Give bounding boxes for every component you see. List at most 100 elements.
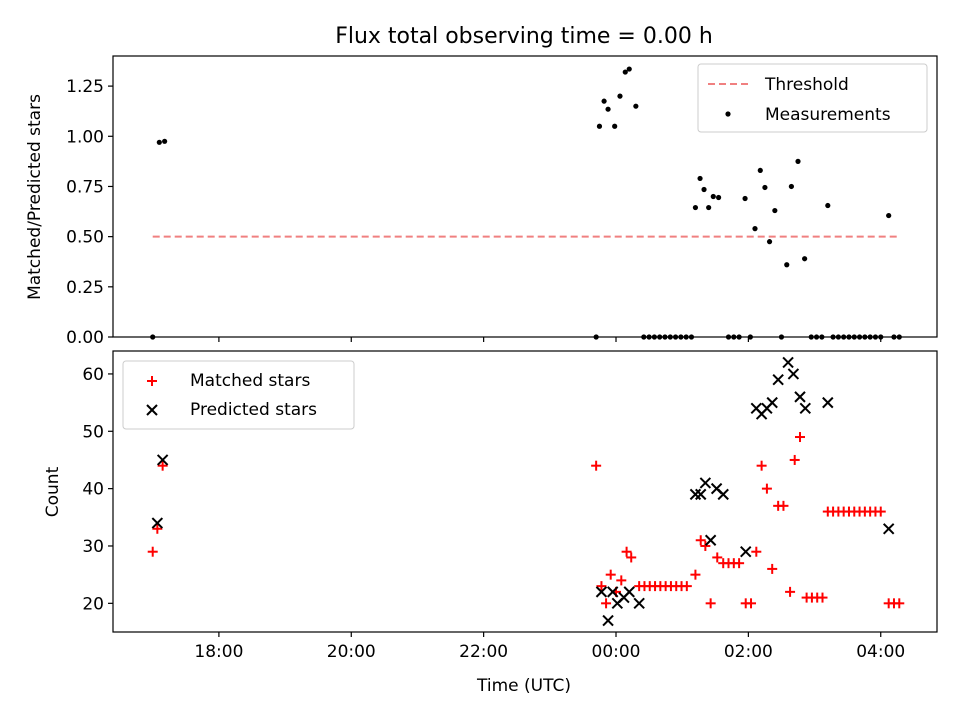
matched-star-point bbox=[157, 460, 168, 471]
measurement-point bbox=[788, 183, 794, 190]
matched-star-point bbox=[746, 598, 757, 609]
measurement-point bbox=[596, 123, 603, 129]
measurement-point bbox=[710, 193, 716, 200]
x-axis-label: Time (UTC) bbox=[476, 676, 571, 696]
predicted-star-point bbox=[766, 396, 778, 409]
measurement-point bbox=[784, 262, 790, 268]
predicted-star-point bbox=[787, 368, 800, 380]
axes-frame bbox=[112, 350, 938, 633]
measurement-point bbox=[605, 106, 611, 112]
predicted-star-point bbox=[717, 488, 729, 501]
y-tick-label: 20 bbox=[82, 594, 104, 614]
measurement-point bbox=[825, 202, 831, 209]
predicted-star-point bbox=[151, 517, 164, 529]
legend-measurements-label: Measurements bbox=[765, 105, 891, 125]
measurement-point bbox=[601, 98, 607, 104]
predicted-star-point bbox=[882, 523, 895, 535]
x-tick-label: 00:00 bbox=[592, 642, 641, 662]
legend-matched-plus-icon bbox=[147, 376, 157, 386]
measurement-point bbox=[802, 256, 808, 262]
y-tick-label: 0.25 bbox=[66, 278, 104, 298]
matched-star-point bbox=[712, 552, 723, 563]
legend-predicted-label: Predicted stars bbox=[190, 400, 317, 420]
matched-star-point bbox=[152, 523, 163, 534]
bottom-y-axis-label: Count bbox=[43, 466, 63, 517]
matched-star-point bbox=[681, 581, 692, 592]
y-tick-label: 0.00 bbox=[66, 328, 104, 348]
predicted-star-point bbox=[623, 586, 635, 598]
measurement-point bbox=[617, 93, 623, 99]
matched-star-point bbox=[778, 500, 789, 511]
measurement-point bbox=[706, 204, 712, 211]
matched-star-point bbox=[894, 598, 905, 609]
matched-star-point bbox=[767, 563, 778, 574]
x-tick-label: 04:00 bbox=[856, 642, 905, 662]
legend-matched-label: Matched stars bbox=[190, 371, 310, 391]
matched-star-point bbox=[690, 569, 701, 580]
matched-star-point bbox=[147, 546, 158, 557]
measurement-point bbox=[742, 195, 748, 202]
matched-star-point bbox=[700, 540, 711, 551]
measurement-point bbox=[886, 212, 892, 219]
measurement-point bbox=[795, 158, 801, 164]
measurement-point bbox=[633, 103, 639, 109]
predicted-star-point bbox=[704, 534, 717, 546]
x-tick-label: 02:00 bbox=[724, 642, 773, 662]
x-tick-label: 20:00 bbox=[327, 642, 376, 662]
measurement-point bbox=[701, 186, 707, 193]
measurement-point bbox=[156, 139, 162, 145]
measurement-point bbox=[692, 204, 699, 211]
measurement-point bbox=[622, 69, 628, 75]
matched-star-point bbox=[794, 432, 805, 443]
chart-title: Flux total observing time = 0.00 h bbox=[335, 24, 713, 49]
matched-star-point bbox=[751, 546, 762, 557]
bottom-legend: Matched stars Predicted stars bbox=[122, 360, 355, 430]
predicted-star-point bbox=[633, 597, 645, 610]
matched-star-point bbox=[591, 460, 602, 471]
y-tick-label: 0.50 bbox=[66, 228, 104, 248]
measurement-point bbox=[626, 66, 632, 72]
measurement-point bbox=[612, 123, 618, 129]
legend-threshold-label: Threshold bbox=[764, 75, 849, 95]
predicted-star-point bbox=[794, 391, 806, 403]
top-panel: 0.00 0.25 0.50 0.75 1.00 1.25 bbox=[66, 55, 938, 348]
predicted-star-point bbox=[595, 586, 608, 598]
measurement-point bbox=[766, 239, 773, 245]
predicted-star-point bbox=[695, 488, 707, 501]
matched-star-point bbox=[616, 575, 627, 586]
measurement-point bbox=[715, 194, 722, 201]
predicted-star-point bbox=[699, 477, 712, 489]
measurement-point bbox=[772, 207, 778, 214]
measurement-point bbox=[762, 184, 768, 191]
y-tick-label: 60 bbox=[82, 365, 104, 385]
matched-star-point bbox=[695, 535, 706, 546]
y-tick-label: 1.25 bbox=[66, 77, 104, 97]
top-legend: Threshold Measurements bbox=[697, 63, 928, 133]
y-tick-label: 40 bbox=[82, 480, 104, 500]
predicted-star-point bbox=[740, 546, 752, 558]
matched-star-point bbox=[605, 569, 616, 580]
legend-predicted-cross-icon bbox=[146, 404, 158, 416]
measurement-point bbox=[757, 167, 763, 174]
y-tick-label: 50 bbox=[82, 422, 104, 442]
predicted-star-point bbox=[799, 402, 811, 415]
matched-star-point bbox=[626, 552, 637, 563]
matched-star-point bbox=[705, 598, 716, 609]
matched-star-point bbox=[785, 586, 796, 597]
matched-star-point bbox=[756, 460, 767, 471]
top-legend-frame bbox=[697, 63, 928, 133]
y-tick-label: 30 bbox=[82, 537, 104, 557]
matched-star-point bbox=[734, 558, 745, 569]
matched-star-point bbox=[601, 598, 612, 609]
predicted-star-point bbox=[689, 488, 702, 501]
matched-star-point bbox=[789, 454, 800, 465]
legend-measurements-dot-icon bbox=[725, 111, 731, 117]
measurement-point bbox=[697, 175, 703, 182]
bottom-panel: 20 30 40 50 60 18:00 20:00 22:00 00:00 02:00 04:00 bbox=[82, 350, 938, 662]
y-tick-label: 1.00 bbox=[66, 127, 104, 147]
axes-frame bbox=[112, 55, 938, 338]
predicted-star-point bbox=[822, 396, 834, 409]
predicted-star-point bbox=[782, 356, 794, 369]
x-tick-label: 18:00 bbox=[194, 642, 243, 662]
